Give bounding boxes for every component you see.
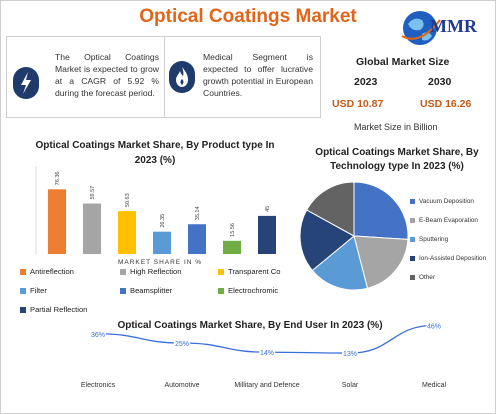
bar-value-label-0: 76.36 <box>55 172 61 186</box>
legend-label: Sputtering <box>419 236 449 243</box>
cagr-text: The Optical Coatings Market is expected … <box>55 52 159 98</box>
bar-chart-title: Optical Coatings Market Share, By Produc… <box>35 140 275 166</box>
line-category-label-1: Automotive <box>164 382 199 389</box>
pie-slice-3 <box>299 209 355 272</box>
legend-swatch <box>410 237 415 242</box>
legend-label: Partial Reflection <box>30 305 88 314</box>
legend-item-partial-reflection: Partial Reflection <box>20 305 87 314</box>
pie-chart-title: Optical Coatings Market Share, By Techno… <box>315 147 479 172</box>
legend-swatch <box>120 287 126 294</box>
line-chart: 36% Electronics 25% Automotive 14% Millitary … <box>81 322 447 389</box>
legend-item-transparent-co: Transparent Co <box>218 267 280 276</box>
bar-1 <box>83 203 101 254</box>
value-2030: USD 16.26 <box>420 98 472 110</box>
logo-text: MMR <box>430 16 477 36</box>
legend-label: Ion-Assisted Deposition <box>419 255 487 262</box>
line-value-label-4: 46% <box>427 323 441 330</box>
line-category-label-0: Electronics <box>81 382 116 389</box>
lightning-icon <box>21 72 31 94</box>
pie-legend-vacuum-deposition: Vacuum Deposition <box>410 198 474 205</box>
line-chart-title: Optical Coatings Market Share, By End Us… <box>117 320 383 331</box>
medical-card: Medical Segment is expected to offer luc… <box>164 36 321 118</box>
pie-slice-1 <box>353 235 409 289</box>
pie-legend-other: Other <box>410 274 435 281</box>
legend-item-electrochromic: Electrochromic <box>218 286 278 295</box>
legend-label: Other <box>419 274 435 281</box>
pie-chart <box>299 181 409 291</box>
bar-0 <box>48 189 66 254</box>
page-title: Optical Coatings Market <box>139 6 357 27</box>
bar-value-label-4: 35.14 <box>195 206 201 220</box>
cagr-card: The Optical Coatings Market is expected … <box>6 36 166 118</box>
pie-legend-e-beam-evaporation: E-Beam Evaporation <box>410 217 478 224</box>
bar-x-axis-label: MARKET SHARE IN % <box>118 259 202 266</box>
legend-label: High Reflection <box>130 267 182 276</box>
bar-value-label-3: 26.35 <box>160 214 166 228</box>
line-value-label-3: 13% <box>343 351 357 358</box>
line-category-label-3: Solar <box>342 382 359 389</box>
pie-legend-sputtering: Sputtering <box>410 236 448 243</box>
bar-3 <box>153 231 171 254</box>
legend-swatch <box>120 268 126 275</box>
pie-slice-2 <box>311 235 369 291</box>
pie-slice-4 <box>306 181 355 237</box>
legend-item-beamsplitter: Beamsplitter <box>120 286 172 295</box>
legend-label: Beamsplitter <box>130 286 173 295</box>
flame-icon-badge <box>169 61 195 93</box>
legend-label: Filter <box>30 286 47 295</box>
line-value-label-1: 25% <box>175 341 189 348</box>
legend-label: Electrochromic <box>228 286 279 295</box>
bar-6 <box>258 215 276 254</box>
legend-swatch <box>20 306 26 313</box>
logo-globe-icon <box>401 11 441 45</box>
value-2023: USD 10.87 <box>332 98 384 110</box>
legend-label: Transparent Co <box>228 267 281 276</box>
legend-label: Antireflection <box>30 267 74 276</box>
global-market-title: Global Market Size <box>356 56 450 68</box>
bar-value-label-2: 50.63 <box>125 193 131 207</box>
line-value-label-0: 36% <box>91 332 105 339</box>
legend-item-antireflection: Antireflection <box>20 267 74 276</box>
pie-legend-ion-assisted-deposition: Ion-Assisted Deposition <box>410 255 486 262</box>
bar-value-label-6: 45 <box>265 206 271 212</box>
legend-swatch <box>218 268 224 275</box>
legend-label: E-Beam Evaporation <box>419 217 478 224</box>
legend-swatch <box>20 287 26 294</box>
legend-swatch <box>410 275 415 280</box>
line-series <box>97 324 435 354</box>
legend-item-filter: Filter <box>20 286 47 295</box>
legend-label: Vacuum Deposition <box>419 198 474 205</box>
bar-2 <box>118 211 136 254</box>
bar-value-label-1: 59.57 <box>90 186 96 200</box>
year-2023: 2023 <box>354 76 378 88</box>
year-2030: 2030 <box>428 76 452 88</box>
legend-item-high-reflection: High Reflection <box>120 267 182 276</box>
legend-swatch <box>20 268 26 275</box>
lightning-icon-badge <box>13 67 39 99</box>
legend-swatch <box>410 256 415 261</box>
legend-swatch <box>410 199 415 204</box>
legend-swatch <box>218 287 224 294</box>
medical-text: Medical Segment is expected to offer luc… <box>203 52 313 98</box>
bar-5 <box>223 240 241 254</box>
bar-4 <box>188 224 206 254</box>
flame-icon <box>176 67 188 87</box>
market-size-unit: Market Size in Billion <box>354 122 438 132</box>
line-value-label-2: 14% <box>260 350 274 357</box>
legend-swatch <box>410 218 415 223</box>
bar-chart: 76.36 59.57 50.63 26.35 35.14 15.56 45 MARKET S… <box>35 166 276 266</box>
line-category-label-4: Medical <box>422 382 447 389</box>
pie-slice-0 <box>353 181 409 240</box>
line-category-label-2: Millitary and Defence <box>234 382 299 389</box>
bar-value-label-5: 15.56 <box>230 223 236 237</box>
